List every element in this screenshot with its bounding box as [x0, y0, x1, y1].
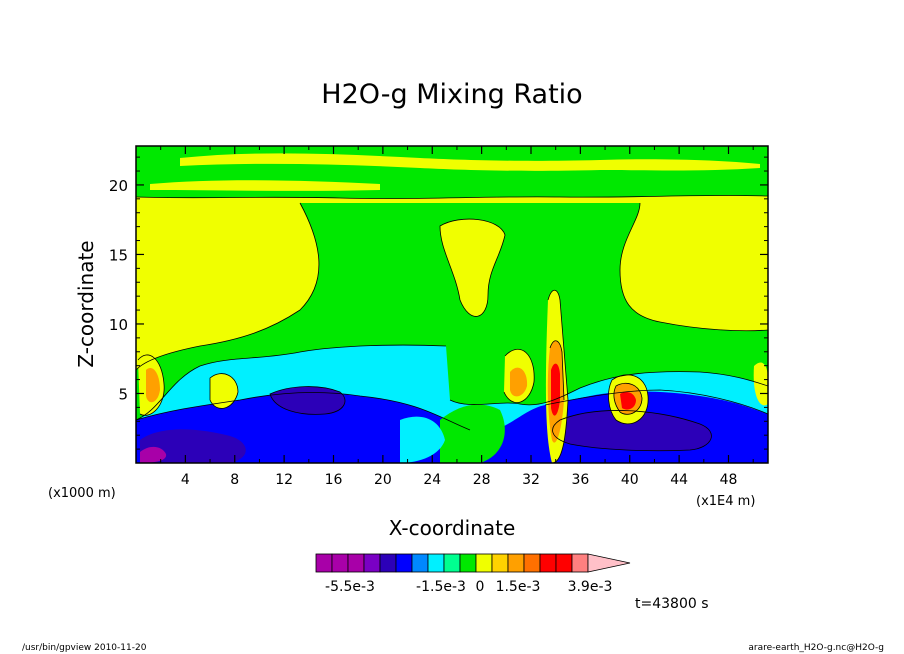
- colorbar-segment-5: [395, 553, 413, 573]
- y-tick-label-1: 10: [109, 316, 128, 334]
- plume-core-red: [551, 363, 560, 416]
- colorbar-segment-14: [539, 553, 557, 573]
- footer-right: arare-earth_H2O-g.nc@H2O-g: [748, 643, 884, 653]
- field-top-green: [136, 146, 768, 199]
- time-label: t=43800 s: [635, 596, 709, 612]
- x-axis-label: X-coordinate: [389, 516, 516, 540]
- field-yellow-blob: [440, 219, 505, 317]
- plot-area: [136, 146, 768, 463]
- colorbar-labels: -5.5e-3 -1.5e-3 0 1.5e-3 3.9e-3: [325, 579, 612, 595]
- colorbar-label-2: 0: [476, 579, 485, 595]
- y-tick-label-2: 15: [109, 246, 128, 264]
- x-tick-label-2: 12: [275, 472, 293, 488]
- plume-left2-yellow: [210, 373, 238, 409]
- field-top-yellow-strip-2: [150, 180, 380, 191]
- colorbar-label-1: -1.5e-3: [416, 579, 466, 595]
- colorbar-segment-9: [459, 553, 477, 573]
- colorbar-segment-12: [507, 553, 525, 573]
- x-axis-ticks: 4 8 12 16 20 24 28 32 36 40 44 48: [160, 146, 754, 488]
- colorbar-segment-0: [315, 553, 333, 573]
- field-purple: [140, 446, 167, 463]
- colorbar-segment-16: [571, 553, 589, 573]
- x-unit-right: (x1E4 m): [696, 494, 755, 509]
- y-tick-label-3: 20: [109, 177, 128, 195]
- colorbar-segment-13: [523, 553, 541, 573]
- colorbar-segment-3: [363, 553, 381, 573]
- colorbar: [315, 553, 631, 573]
- colorbar-segment-1: [331, 553, 349, 573]
- field-darkblue-1: [140, 429, 246, 463]
- plume-mid-orange: [510, 367, 528, 397]
- colorbar-arrow: [587, 553, 631, 573]
- plume-left-orange: [146, 368, 160, 403]
- field-top-yellow-strip: [180, 153, 760, 171]
- x-tick-label-0: 4: [181, 472, 190, 488]
- field-darkblue-3: [552, 410, 712, 451]
- x-tick-label-9: 40: [621, 472, 639, 488]
- x-tick-label-7: 32: [522, 472, 540, 488]
- colorbar-label-4: 3.9e-3: [568, 579, 613, 595]
- x-tick-label-3: 16: [325, 472, 343, 488]
- colorbar-segment-8: [443, 553, 461, 573]
- colorbar-segment-10: [475, 553, 493, 573]
- x-tick-label-1: 8: [230, 472, 239, 488]
- contour-lines: [136, 195, 768, 463]
- x-tick-label-11: 48: [720, 472, 738, 488]
- colorbar-label-0: -5.5e-3: [325, 579, 375, 595]
- y-axis-ticks: 5 10 15 20: [109, 156, 768, 450]
- plot-frame: [135, 145, 769, 464]
- x-tick-label-5: 24: [423, 472, 441, 488]
- x-tick-label-4: 20: [374, 472, 392, 488]
- field-center-cyan: [400, 416, 445, 463]
- footer-left: /usr/bin/gpview 2010-11-20: [22, 643, 147, 653]
- colorbar-segment-11: [491, 553, 509, 573]
- colorbar-segment-15: [555, 553, 573, 573]
- x-tick-label-10: 44: [670, 472, 688, 488]
- colorbar-segment-4: [379, 553, 397, 573]
- colorbar-segment-7: [427, 553, 445, 573]
- chart-title: H2O-g Mixing Ratio: [321, 79, 582, 110]
- colorbar-segment-2: [347, 553, 365, 573]
- y-tick-label-0: 5: [118, 385, 128, 403]
- field-center-green: [440, 404, 505, 463]
- x-unit-left: (x1000 m): [48, 486, 116, 501]
- colorbar-segment-6: [411, 553, 429, 573]
- colorbar-label-3: 1.5e-3: [496, 579, 541, 595]
- plume-right-red: [620, 392, 636, 410]
- x-tick-label-6: 28: [473, 472, 491, 488]
- x-tick-label-8: 36: [571, 472, 589, 488]
- y-axis-label: Z-coordinate: [74, 240, 98, 367]
